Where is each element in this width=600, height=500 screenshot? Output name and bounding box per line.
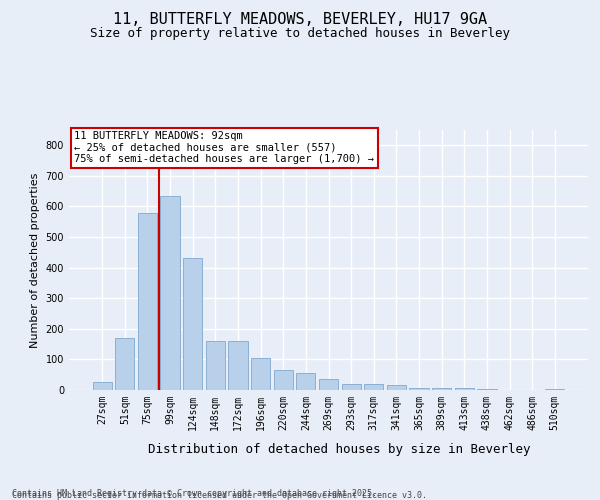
Bar <box>115 338 134 390</box>
Text: 11 BUTTERFLY MEADOWS: 92sqm
← 25% of detached houses are smaller (557)
75% of se: 11 BUTTERFLY MEADOWS: 92sqm ← 25% of det… <box>74 132 374 164</box>
Text: Contains public sector information licensed under the Open Government Licence v3: Contains public sector information licen… <box>12 491 427 500</box>
Bar <box>319 380 338 390</box>
Bar <box>183 258 202 390</box>
Text: Contains HM Land Registry data © Crown copyright and database right 2025.: Contains HM Land Registry data © Crown c… <box>12 488 377 498</box>
Bar <box>138 212 157 390</box>
Bar <box>92 382 112 390</box>
Bar <box>455 388 474 390</box>
Bar <box>296 373 316 390</box>
Bar <box>229 341 248 390</box>
Bar <box>160 196 180 390</box>
Bar <box>274 370 293 390</box>
Bar <box>432 388 451 390</box>
Y-axis label: Number of detached properties: Number of detached properties <box>30 172 40 348</box>
Bar <box>364 384 383 390</box>
Text: 11, BUTTERFLY MEADOWS, BEVERLEY, HU17 9GA: 11, BUTTERFLY MEADOWS, BEVERLEY, HU17 9G… <box>113 12 487 28</box>
Bar <box>409 388 428 390</box>
Bar <box>341 384 361 390</box>
Bar <box>206 341 225 390</box>
Text: Size of property relative to detached houses in Beverley: Size of property relative to detached ho… <box>90 28 510 40</box>
Text: Distribution of detached houses by size in Beverley: Distribution of detached houses by size … <box>148 442 530 456</box>
Bar <box>251 358 270 390</box>
Bar <box>387 386 406 390</box>
